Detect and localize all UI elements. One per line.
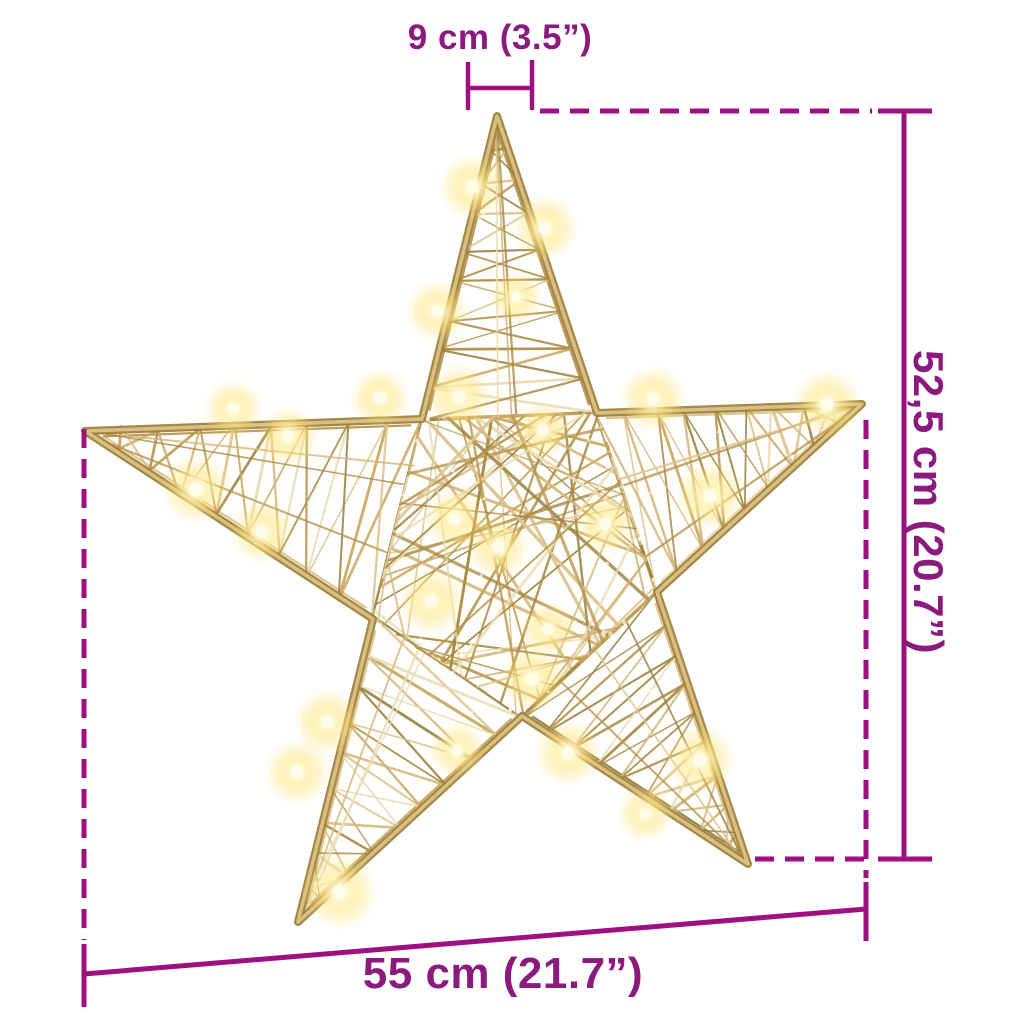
dimension-overlay [81,60,932,1007]
star-frame [81,112,866,926]
dimension-label-side-height: 52,5 cm (20.7”) [905,349,952,655]
dimension-label-bottom-width: 55 cm (21.7”) [362,949,644,998]
dim-bottom-width-line [83,906,867,977]
dimension-label-top-width: 9 cm (3.5”) [407,18,593,57]
star-led-lights [160,153,863,932]
